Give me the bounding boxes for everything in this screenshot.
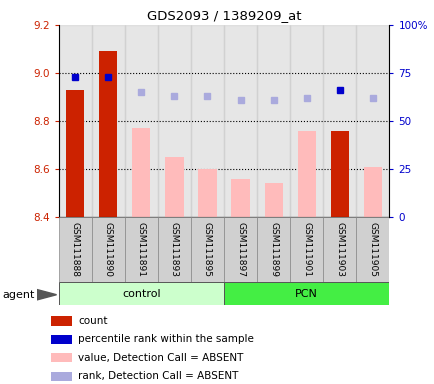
- Text: control: control: [122, 289, 160, 299]
- Text: GSM111891: GSM111891: [137, 222, 145, 277]
- Text: GSM111899: GSM111899: [269, 222, 277, 277]
- Bar: [59, 282, 224, 305]
- Bar: [59, 217, 92, 282]
- Bar: [125, 217, 158, 282]
- Title: GDS2093 / 1389209_at: GDS2093 / 1389209_at: [146, 9, 301, 22]
- Bar: [92, 25, 125, 217]
- Bar: [289, 217, 322, 282]
- Bar: [158, 217, 191, 282]
- Bar: [256, 25, 289, 217]
- Bar: [224, 25, 256, 217]
- Bar: [51, 316, 72, 326]
- Text: GSM111897: GSM111897: [236, 222, 244, 277]
- Bar: [92, 217, 125, 282]
- Text: GSM111890: GSM111890: [104, 222, 112, 277]
- Bar: [198, 169, 216, 217]
- Polygon shape: [37, 290, 56, 300]
- Bar: [99, 51, 117, 217]
- Text: GSM111901: GSM111901: [302, 222, 310, 277]
- Bar: [59, 25, 92, 217]
- Bar: [224, 217, 256, 282]
- Text: rank, Detection Call = ABSENT: rank, Detection Call = ABSENT: [78, 371, 238, 381]
- Bar: [125, 25, 158, 217]
- Text: count: count: [78, 316, 107, 326]
- Text: value, Detection Call = ABSENT: value, Detection Call = ABSENT: [78, 353, 243, 363]
- Bar: [231, 179, 249, 217]
- Bar: [51, 372, 72, 381]
- Bar: [66, 90, 84, 217]
- Bar: [297, 131, 315, 217]
- Bar: [51, 335, 72, 344]
- Bar: [363, 167, 381, 217]
- Text: PCN: PCN: [295, 289, 317, 299]
- Text: percentile rank within the sample: percentile rank within the sample: [78, 334, 253, 344]
- Bar: [132, 128, 150, 217]
- Bar: [191, 217, 224, 282]
- Bar: [322, 25, 355, 217]
- Text: GSM111905: GSM111905: [368, 222, 376, 277]
- Text: GSM111893: GSM111893: [170, 222, 178, 277]
- Bar: [264, 184, 282, 217]
- Bar: [165, 157, 183, 217]
- Text: agent: agent: [2, 290, 34, 300]
- Bar: [256, 217, 289, 282]
- Bar: [355, 217, 388, 282]
- Text: GSM111888: GSM111888: [71, 222, 79, 277]
- Text: GSM111903: GSM111903: [335, 222, 343, 277]
- Bar: [224, 282, 388, 305]
- Bar: [191, 25, 224, 217]
- Bar: [158, 25, 191, 217]
- Bar: [289, 25, 322, 217]
- Bar: [322, 217, 355, 282]
- Bar: [355, 25, 388, 217]
- Bar: [330, 131, 348, 217]
- Text: GSM111895: GSM111895: [203, 222, 211, 277]
- Bar: [51, 353, 72, 362]
